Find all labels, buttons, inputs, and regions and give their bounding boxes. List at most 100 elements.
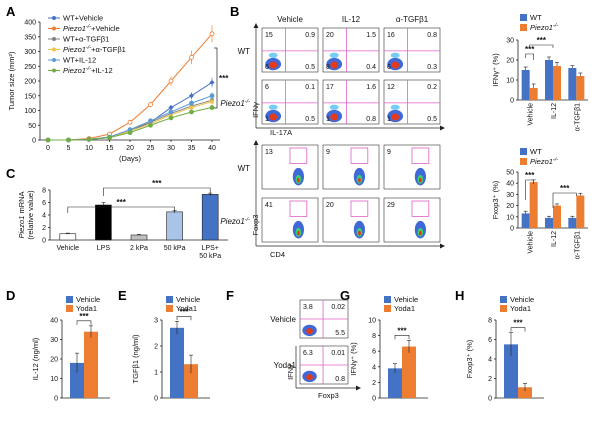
data-point bbox=[210, 99, 214, 104]
legend-entry: Vehicle bbox=[394, 295, 418, 304]
gate-value: 20 bbox=[326, 202, 334, 209]
data-point bbox=[168, 109, 174, 115]
legend-entry: Yoda1 bbox=[394, 304, 415, 313]
y-tick-label: 20 bbox=[506, 203, 514, 210]
gate-box bbox=[411, 200, 430, 217]
x-tick-label: 5 bbox=[67, 145, 71, 152]
y-tick-label: 50 bbox=[506, 170, 514, 177]
panel-letter-d: D bbox=[6, 288, 15, 303]
y-tick-label: 0 bbox=[372, 396, 376, 403]
bar bbox=[521, 70, 530, 100]
legend-entry: Yoda1 bbox=[510, 304, 531, 313]
x-tick-label: 50 kPa bbox=[199, 253, 221, 260]
legend-entry: Yoda1 bbox=[176, 304, 197, 313]
bar bbox=[70, 362, 84, 398]
quadrant-value: 3.8 bbox=[303, 304, 313, 311]
y-tick-label: 40 bbox=[506, 181, 514, 188]
bar bbox=[518, 387, 532, 398]
x-axis-label: CD4 bbox=[270, 250, 285, 259]
data-point bbox=[169, 113, 173, 117]
y-tick-label: 20 bbox=[50, 357, 58, 364]
y-tick-label: 300 bbox=[24, 49, 36, 56]
data-point bbox=[45, 137, 51, 143]
data-point bbox=[189, 55, 194, 60]
y-axis-label: Fxop3⁺ (%) bbox=[491, 180, 500, 219]
cell-population bbox=[268, 104, 278, 110]
cell-population-core bbox=[358, 178, 361, 183]
gate-box bbox=[350, 147, 369, 164]
cell-population-core bbox=[297, 231, 300, 236]
y-tick-label: 10 bbox=[506, 214, 514, 221]
quadrant-value: 15 bbox=[265, 32, 273, 39]
quadrant-value: 0.1 bbox=[305, 84, 315, 91]
x-tick-label: 10 bbox=[85, 145, 93, 152]
x-tick-label: 50 kPa bbox=[164, 245, 186, 252]
bar bbox=[201, 194, 219, 241]
bar bbox=[553, 205, 561, 228]
y-tick-label: 0 bbox=[510, 226, 514, 233]
y-arrow-head bbox=[253, 23, 259, 28]
panel-letter-c: C bbox=[6, 166, 16, 181]
bar bbox=[545, 60, 553, 100]
quadrant-value: 0.5 bbox=[305, 64, 315, 71]
data-point bbox=[209, 79, 215, 86]
gate-box bbox=[350, 200, 369, 217]
x-tick-label: 40 bbox=[208, 145, 216, 152]
gate-value: 9 bbox=[387, 149, 391, 156]
significance-bracket bbox=[525, 179, 534, 200]
legend-swatch bbox=[166, 305, 173, 312]
significance-bracket bbox=[510, 327, 526, 332]
bar bbox=[521, 213, 530, 228]
significance-bracket bbox=[67, 206, 175, 213]
legend-swatch bbox=[520, 14, 527, 21]
legend-entry: Vehicle bbox=[510, 295, 534, 304]
bar bbox=[95, 204, 112, 241]
significance-label: *** bbox=[537, 36, 547, 45]
data-point bbox=[188, 93, 195, 99]
cell-population bbox=[390, 52, 400, 58]
significance-bracket bbox=[529, 44, 554, 48]
quadrant-value: 1.6 bbox=[366, 84, 376, 91]
legend-marker bbox=[52, 16, 56, 20]
row-label: WT bbox=[238, 47, 251, 56]
legend-entry: Vehicle bbox=[76, 295, 100, 304]
significance-bracket bbox=[214, 47, 218, 109]
x-tick-label: 30 bbox=[167, 145, 175, 152]
data-point bbox=[66, 137, 71, 143]
cell-population bbox=[329, 104, 339, 110]
data-point bbox=[209, 105, 215, 110]
bar bbox=[166, 211, 183, 241]
data-point bbox=[107, 135, 112, 141]
significance-bracket bbox=[103, 187, 211, 196]
row-label: Vehicle bbox=[270, 315, 296, 324]
gate-value: 29 bbox=[387, 202, 395, 209]
y-tick-label: 30 bbox=[506, 192, 514, 199]
panel-letter-h: H bbox=[455, 288, 464, 303]
panel-letter-f: F bbox=[226, 288, 234, 303]
column-label: Vehicle bbox=[277, 15, 303, 24]
significance-label: *** bbox=[152, 179, 162, 188]
cell-population-core bbox=[419, 231, 422, 236]
y-axis-label: IFNγ bbox=[251, 102, 260, 118]
y-axis-label: TGFβ1 (ng/ml) bbox=[131, 334, 140, 383]
quadrant-value: 0.4 bbox=[366, 64, 376, 71]
y-tick-label: 2 bbox=[42, 225, 46, 232]
row-label: WT bbox=[238, 164, 251, 173]
bar bbox=[59, 233, 77, 241]
panel-letter-a: A bbox=[6, 4, 16, 19]
data-point bbox=[189, 109, 194, 115]
bar bbox=[402, 346, 416, 398]
x-tick-label: Vehicle bbox=[57, 245, 80, 252]
y-axis-label: IFNγ bbox=[286, 364, 295, 380]
x-axis-label: Foxp3 bbox=[318, 391, 339, 400]
significance-bracket bbox=[394, 334, 410, 340]
significance-label: *** bbox=[525, 45, 535, 54]
gate-value: 41 bbox=[265, 202, 273, 209]
row-label: Yoda1 bbox=[274, 361, 297, 370]
bar bbox=[130, 234, 148, 241]
legend-swatch bbox=[66, 296, 73, 303]
y-axis-label: Foxp3 bbox=[251, 215, 260, 236]
